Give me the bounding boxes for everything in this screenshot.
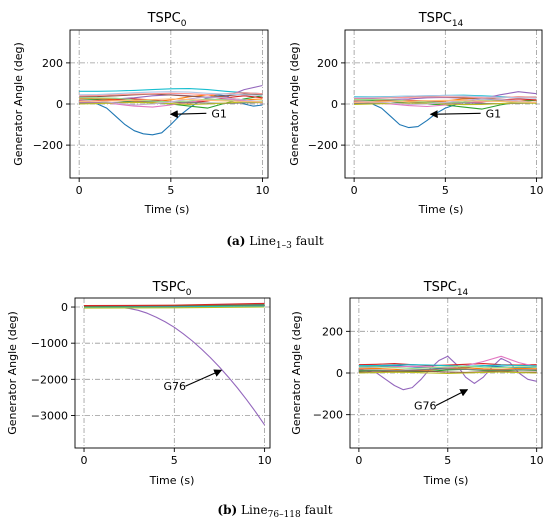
series-line-13 [79, 91, 263, 96]
x-tick-label: 0 [76, 184, 83, 197]
annotation-arrow [435, 389, 469, 406]
chart-b-left: TSPC0 0 5 10 −3000 −2000 −1000 0 Time (s) Gene… [6, 280, 272, 487]
caption-b: (b) Line76–118 fault [217, 503, 332, 520]
y-axis-label: Generator Angle (deg) [6, 311, 19, 434]
x-tick-label: 0 [81, 454, 88, 467]
series-line-6 [358, 370, 537, 373]
series-line-9 [358, 371, 537, 374]
series-line-11 [358, 365, 537, 369]
x-tick-label: 10 [530, 184, 544, 197]
chart-title: TSPC14 [423, 280, 469, 298]
x-axis-label: Time (s) [149, 474, 195, 487]
x-axis-label: Time (s) [423, 474, 469, 487]
y-tick-label: 200 [322, 325, 343, 338]
x-tick-label: 5 [442, 184, 449, 197]
annotation-label: G1 [486, 107, 502, 120]
series-line-10 [354, 102, 537, 106]
annotation-label: G76 [163, 380, 186, 393]
y-tick-label: −2000 [31, 373, 68, 386]
chart-title: TSPC14 [418, 11, 464, 29]
chart-a-left: TSPC0 0 5 10 −200 0 200 Time (s) Generator An… [12, 11, 270, 216]
series-line-11 [79, 92, 263, 97]
series-line-10 [79, 101, 263, 105]
series-line-7 [79, 93, 263, 98]
series-line-13 [354, 94, 537, 99]
y-tick-label: 0 [56, 98, 63, 111]
annotation-arrow [429, 110, 481, 119]
x-tick-label: 5 [171, 454, 178, 467]
x-axis-label: Time (s) [418, 203, 464, 216]
x-tick-label: 10 [530, 454, 544, 467]
y-tick-label: 0 [331, 98, 338, 111]
y-tick-label: 0 [61, 301, 68, 314]
y-tick-label: −200 [33, 139, 63, 152]
y-tick-label: −3000 [31, 409, 68, 422]
series-line-5 [83, 302, 265, 307]
series-line-1 [83, 305, 266, 426]
y-tick-label: −200 [308, 139, 338, 152]
series-line-15 [79, 98, 263, 103]
chart-a-right: TSPC14 0 5 10 −200 0 200 Time (s) Generator A… [288, 11, 544, 216]
series-line-8 [83, 306, 265, 309]
series-line-7 [83, 305, 265, 308]
y-tick-label: 200 [317, 57, 338, 70]
series-line-15 [354, 99, 537, 103]
x-tick-label: 0 [355, 454, 362, 467]
caption-a: (a) Line1–3 fault [226, 234, 324, 251]
y-tick-label: 200 [42, 57, 63, 70]
y-tick-label: 0 [336, 367, 343, 380]
series-line-1 [358, 355, 537, 391]
series-line-14 [354, 98, 537, 105]
x-tick-label: 5 [167, 184, 174, 197]
annotation-label: G1 [211, 107, 227, 120]
annotation-arrow [185, 369, 223, 387]
y-axis-label: Generator Angle (deg) [12, 42, 25, 165]
plot-frame [74, 297, 271, 449]
y-tick-label: −200 [313, 409, 343, 422]
chart-title: TSPC0 [147, 11, 187, 29]
annotation-arrow [169, 110, 207, 119]
series-line-14 [79, 96, 263, 106]
x-tick-label: 0 [351, 184, 358, 197]
series-line-8 [358, 364, 537, 367]
y-tick-label: −1000 [31, 337, 68, 350]
x-tick-label: 10 [256, 184, 270, 197]
y-axis-label: Generator Angle (deg) [290, 311, 303, 434]
x-tick-label: 5 [444, 454, 451, 467]
series-line-2 [79, 88, 263, 95]
x-axis-label: Time (s) [144, 203, 190, 216]
annotation-label: G76 [414, 399, 437, 412]
chart-title: TSPC0 [152, 280, 192, 298]
series-line-10 [358, 368, 537, 372]
y-axis-label: Generator Angle (deg) [288, 42, 301, 165]
chart-b-right: TSPC14 0 5 10 −200 0 200 Time (s) Generator A… [290, 280, 544, 487]
x-tick-label: 10 [258, 454, 272, 467]
